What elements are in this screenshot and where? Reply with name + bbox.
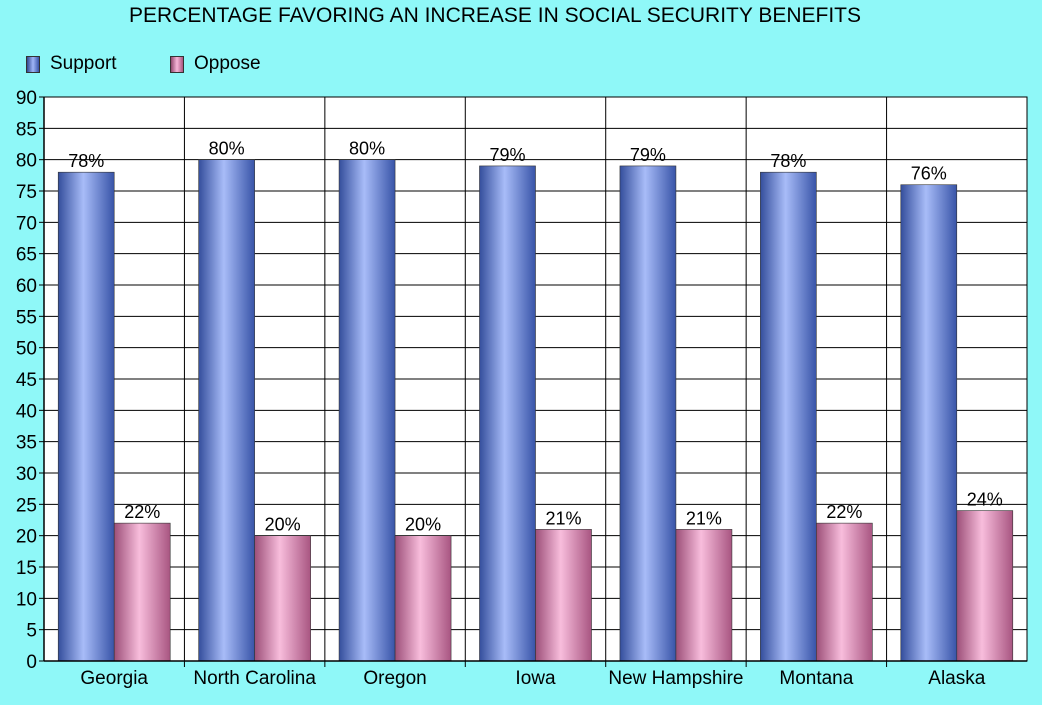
- y-tick-label: 45: [16, 370, 37, 391]
- bar-support: [619, 165, 677, 662]
- y-tick-label: 25: [16, 495, 37, 516]
- x-tick-label: Alaska: [928, 668, 985, 689]
- bar-support: [900, 184, 958, 662]
- bar-oppose: [394, 535, 452, 662]
- y-tick-label: 20: [16, 527, 37, 548]
- x-tick-label: Montana: [779, 668, 853, 689]
- data-label-oppose: 21%: [545, 508, 581, 528]
- data-label-support: 80%: [209, 139, 245, 159]
- data-label-support: 76%: [911, 164, 947, 184]
- data-label-oppose: 20%: [405, 515, 441, 535]
- data-label-support: 78%: [770, 151, 806, 171]
- y-tick-label: 0: [26, 652, 37, 673]
- y-tick-label: 70: [16, 213, 37, 234]
- y-tick-label: 80: [16, 151, 37, 172]
- bar-oppose: [816, 522, 873, 662]
- y-tick-label: 75: [16, 182, 37, 203]
- bar-oppose: [254, 535, 311, 662]
- y-tick-label: 60: [16, 276, 37, 297]
- bar-support: [338, 159, 396, 662]
- y-tick-label: 40: [16, 401, 37, 422]
- data-label-support: 78%: [68, 151, 104, 171]
- data-label-oppose: 22%: [124, 502, 160, 522]
- data-label-oppose: 20%: [265, 515, 301, 535]
- legend-swatch-support: [26, 56, 40, 73]
- bar-oppose: [535, 529, 592, 662]
- x-tick-label: New Hampshire: [608, 668, 743, 689]
- y-tick-label: 5: [26, 621, 37, 642]
- bar-oppose: [956, 510, 1014, 662]
- data-label-support: 79%: [489, 145, 525, 165]
- bar-support: [760, 171, 817, 662]
- y-tick-label: 65: [16, 245, 37, 266]
- data-label-oppose: 21%: [686, 508, 722, 528]
- y-tick-label: 10: [16, 589, 37, 610]
- bar-oppose: [113, 522, 171, 662]
- legend-label-support: Support: [50, 53, 117, 74]
- data-label-oppose: 22%: [826, 502, 862, 522]
- bar-support: [57, 171, 115, 662]
- y-tick-label: 55: [16, 307, 37, 328]
- x-tick-label: Oregon: [363, 668, 426, 689]
- bar-support: [198, 159, 255, 662]
- x-tick-label: North Carolina: [193, 668, 316, 689]
- y-tick-label: 30: [16, 464, 37, 485]
- bar-support: [479, 165, 536, 662]
- chart-title: PERCENTAGE FAVORING AN INCREASE IN SOCIA…: [128, 4, 862, 27]
- y-tick-label: 85: [16, 119, 37, 140]
- legend-label-oppose: Oppose: [194, 53, 261, 74]
- x-tick-label: Iowa: [515, 668, 556, 689]
- data-label-support: 79%: [630, 145, 666, 165]
- y-tick-label: 15: [16, 558, 37, 579]
- bar-oppose: [675, 529, 733, 662]
- legend-swatch-oppose: [170, 56, 184, 73]
- y-tick-label: 35: [16, 433, 37, 454]
- x-tick-label: Georgia: [80, 668, 148, 689]
- data-label-support: 80%: [349, 139, 385, 159]
- data-label-oppose: 24%: [967, 490, 1003, 510]
- y-tick-label: 50: [16, 339, 37, 360]
- y-tick-label: 90: [16, 88, 37, 109]
